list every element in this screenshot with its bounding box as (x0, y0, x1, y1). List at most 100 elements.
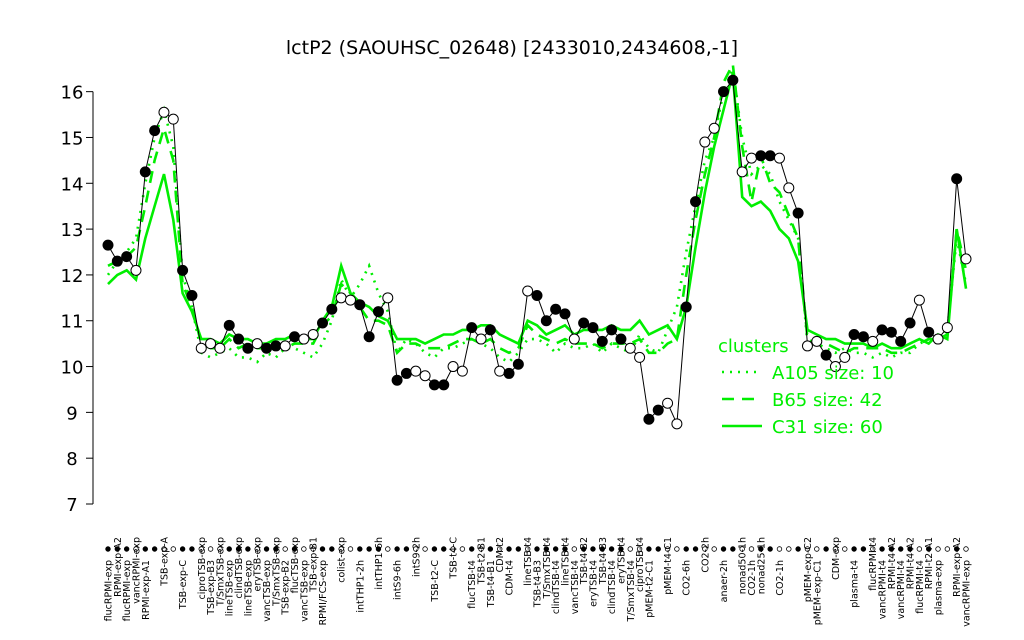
x-tick-label: RPMI-exp-A2 (113, 537, 124, 597)
rug-marker (347, 546, 354, 552)
y-tick-label: 13 (61, 220, 84, 241)
data-point (857, 331, 869, 343)
data-point (727, 74, 739, 86)
rug-marker (953, 546, 960, 552)
rug-marker (170, 546, 176, 552)
y-tick-label: 12 (61, 266, 84, 287)
rug-marker (217, 546, 223, 552)
data-point (335, 292, 347, 304)
rug-marker (254, 546, 260, 552)
data-point (624, 342, 636, 354)
rug-marker (282, 546, 288, 552)
rug-marker (590, 546, 596, 552)
rug-marker (273, 546, 279, 552)
x-tick-label: vancRPMI-t4 (878, 560, 889, 619)
x-tick-label: T/SmxTSB-exp (271, 537, 282, 607)
rug-marker (552, 546, 559, 552)
rug-marker (338, 546, 344, 552)
data-point (848, 328, 860, 340)
rug-marker (375, 546, 382, 552)
data-point (149, 125, 161, 137)
rug-marker (357, 546, 363, 552)
y-tick-label: 7 (66, 495, 77, 516)
data-point (895, 335, 907, 347)
rug-marker (907, 546, 913, 552)
x-tick-label: T/SmxTSB-t4 (542, 537, 553, 599)
data-point (438, 379, 450, 391)
x-tick-label: TSB-t4-B3 (598, 537, 609, 585)
y-tick-label: 8 (66, 449, 77, 470)
data-point (941, 322, 953, 334)
data-point (904, 317, 916, 329)
x-tick-label: intS9-6h (393, 560, 404, 600)
x-tick-label: TSB-t4-B2 (579, 537, 590, 585)
data-point (447, 361, 459, 373)
data-point (494, 365, 506, 377)
legend-label: B65 size: 42 (772, 390, 883, 411)
rug-marker (963, 546, 969, 552)
x-tick-label: flucRPMI-t4 (915, 560, 926, 614)
data-point (363, 331, 375, 343)
data-point (205, 338, 217, 350)
x-tick-label: pMEM-t4-C1 (663, 537, 674, 595)
data-point (578, 317, 590, 329)
rug-marker (496, 546, 503, 552)
data-point (307, 328, 319, 340)
rug-marker (720, 546, 727, 552)
data-point (960, 253, 972, 265)
data-point (867, 335, 879, 347)
rug-marker (329, 546, 335, 552)
data-point (801, 340, 813, 352)
data-point (261, 342, 273, 354)
rug-marker (879, 546, 885, 552)
x-tick-label: pMEM-exp-C2 (803, 537, 814, 602)
x-tick-label: lineTSB-t4 (523, 537, 534, 586)
x-tick-label: CO2-1h (747, 560, 758, 596)
data-point (186, 290, 198, 302)
x-tick-label: RPMI-exp-A2 (952, 537, 963, 597)
data-point (289, 331, 301, 343)
rug-marker (142, 546, 149, 552)
rug-marker (413, 546, 419, 552)
rug-marker (441, 546, 447, 552)
data-point (317, 317, 328, 329)
rug-marker (832, 546, 839, 552)
rug-marker (627, 546, 633, 552)
x-tick-label: vancRPMI-exp (962, 560, 973, 627)
data-point (512, 358, 524, 370)
rug-marker (580, 546, 587, 552)
data-point (484, 324, 496, 336)
data-point (102, 239, 114, 251)
rug-marker (711, 546, 717, 552)
x-tick-label: TSB-t4-B3 (533, 560, 544, 608)
x-tick-label: eryTSB-exp (253, 537, 264, 591)
x-tick-label: CDM-exp (831, 537, 842, 580)
rug-marker (730, 546, 736, 552)
x-tick-label: vancTSB-t4 (570, 560, 581, 614)
rug-marker (674, 546, 680, 552)
x-tick-label: plasma-t4 (850, 560, 861, 608)
x-tick-label: CO2-6h (682, 560, 693, 596)
x-tick-label: plasma-exp (934, 560, 945, 615)
data-point (456, 365, 468, 377)
rug-marker (702, 546, 708, 552)
rug-marker (403, 546, 410, 552)
x-tick-label: flucRPMI-t4 (868, 537, 879, 591)
data-point (932, 333, 944, 345)
x-tick-label: RPMI-t4-A2 (887, 537, 898, 589)
data-point (410, 365, 422, 377)
x-tick-label: T/SmxTSB-exp (215, 537, 226, 607)
data-point (354, 299, 366, 311)
rug-marker (114, 546, 121, 552)
rug-marker (431, 546, 438, 552)
rug-marker (543, 546, 550, 552)
data-point (643, 413, 655, 425)
data-point (391, 374, 403, 386)
x-tick-label: intTHP1-6h (374, 537, 385, 590)
rug-marker (692, 546, 699, 552)
data-point (773, 152, 785, 164)
data-point (755, 150, 767, 162)
rug-marker (459, 546, 466, 552)
x-tick-label: CO2-1h (775, 560, 786, 596)
data-point (298, 333, 310, 345)
